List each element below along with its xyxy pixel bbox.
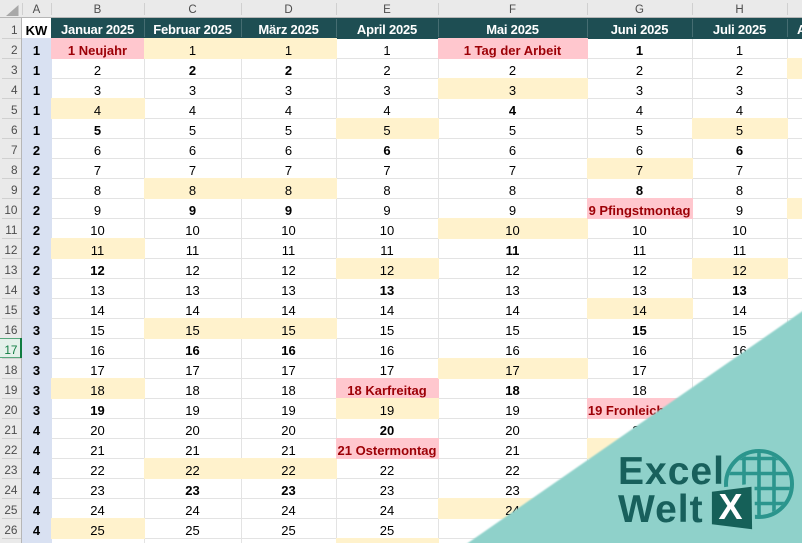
svg-text:Excel: Excel [618,450,725,493]
svg-text:Welt: Welt [618,488,704,531]
svg-text:X: X [718,486,742,527]
